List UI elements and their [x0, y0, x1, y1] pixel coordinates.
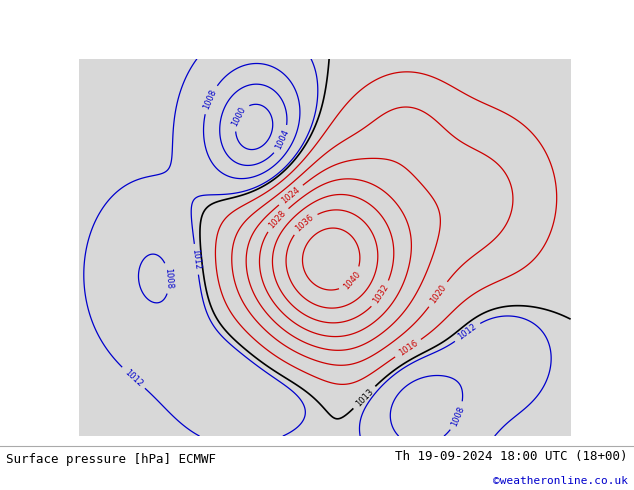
Text: 1032: 1032 [372, 283, 391, 306]
Text: 1012: 1012 [122, 368, 144, 388]
Text: 1036: 1036 [294, 213, 316, 234]
Text: 1012: 1012 [191, 248, 202, 270]
Text: 1013: 1013 [354, 387, 375, 408]
Text: Surface pressure [hPa] ECMWF: Surface pressure [hPa] ECMWF [6, 453, 216, 466]
Text: 1000: 1000 [230, 105, 247, 128]
Text: Th 19-09-2024 18:00 UTC (18+00): Th 19-09-2024 18:00 UTC (18+00) [395, 450, 628, 463]
Text: 1024: 1024 [280, 185, 302, 205]
Text: 1008: 1008 [450, 405, 467, 428]
Text: 1040: 1040 [341, 269, 362, 291]
Text: 1016: 1016 [397, 339, 419, 358]
Text: 1012: 1012 [456, 322, 479, 342]
Text: 1004: 1004 [274, 128, 291, 151]
Text: 1008: 1008 [164, 268, 174, 289]
Text: 1020: 1020 [428, 283, 448, 305]
Text: 1008: 1008 [202, 88, 218, 111]
Text: ©weatheronline.co.uk: ©weatheronline.co.uk [493, 476, 628, 486]
Text: 1028: 1028 [267, 209, 288, 230]
